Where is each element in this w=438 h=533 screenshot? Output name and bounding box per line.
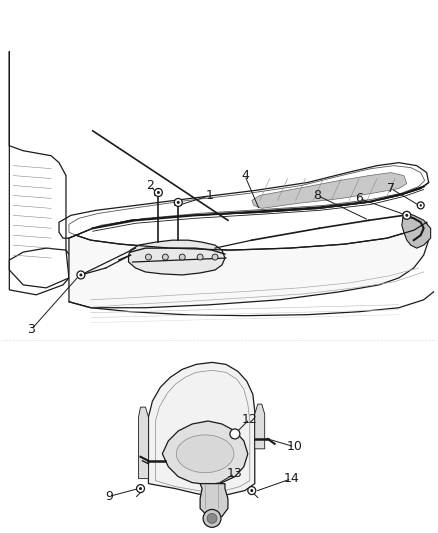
Polygon shape	[255, 404, 265, 449]
Circle shape	[250, 489, 253, 492]
Circle shape	[203, 510, 221, 527]
Text: 10: 10	[286, 440, 303, 454]
Circle shape	[174, 198, 182, 206]
Polygon shape	[252, 173, 407, 208]
Circle shape	[79, 273, 82, 277]
Text: 4: 4	[241, 169, 249, 182]
Circle shape	[157, 191, 160, 194]
Circle shape	[197, 254, 203, 260]
Circle shape	[230, 429, 240, 439]
Circle shape	[155, 189, 162, 197]
Text: 13: 13	[227, 467, 243, 480]
Text: 14: 14	[284, 472, 300, 485]
Polygon shape	[162, 421, 248, 484]
Text: 12: 12	[242, 413, 258, 425]
Circle shape	[77, 271, 85, 279]
Text: 9: 9	[105, 490, 113, 503]
Text: 8: 8	[313, 189, 321, 202]
Circle shape	[145, 254, 152, 260]
Circle shape	[179, 254, 185, 260]
Text: 3: 3	[27, 323, 35, 336]
Ellipse shape	[176, 435, 234, 473]
Circle shape	[162, 254, 168, 260]
Circle shape	[177, 201, 180, 204]
Polygon shape	[138, 407, 148, 479]
Circle shape	[405, 214, 408, 217]
Circle shape	[420, 204, 422, 207]
Polygon shape	[402, 212, 431, 248]
Text: 7: 7	[387, 182, 395, 195]
Polygon shape	[148, 362, 255, 497]
Circle shape	[403, 212, 411, 219]
Circle shape	[212, 254, 218, 260]
Circle shape	[417, 202, 424, 209]
Polygon shape	[69, 222, 429, 308]
Circle shape	[248, 487, 256, 495]
Text: 6: 6	[355, 192, 363, 205]
Text: 1: 1	[206, 189, 214, 202]
Circle shape	[139, 487, 142, 490]
Circle shape	[137, 484, 145, 492]
Circle shape	[207, 513, 217, 523]
Polygon shape	[200, 483, 228, 519]
Polygon shape	[129, 240, 225, 275]
Text: 2: 2	[146, 179, 154, 192]
